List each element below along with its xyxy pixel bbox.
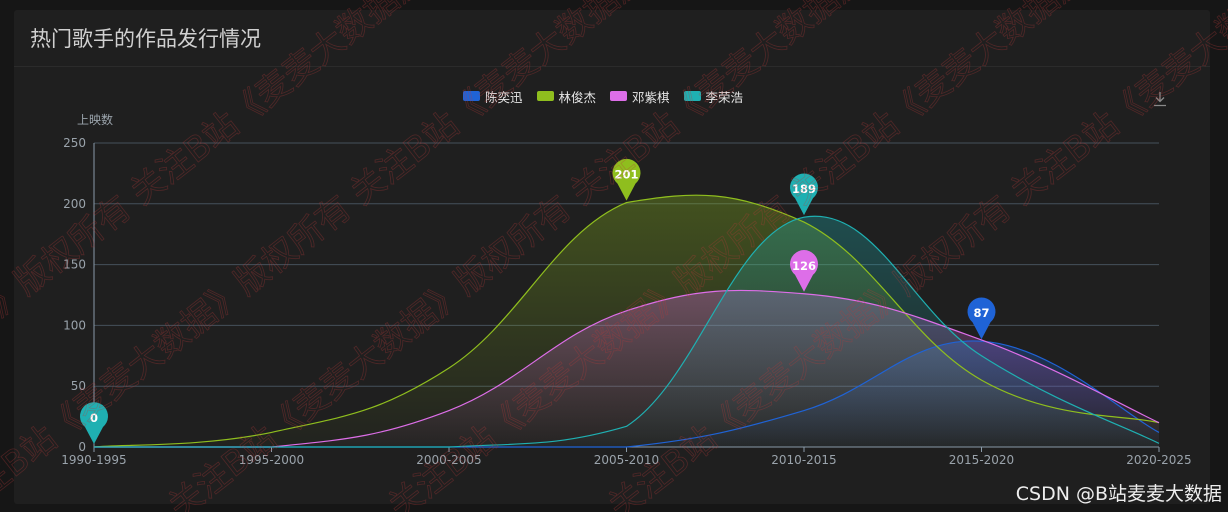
legend-label: 林俊杰 (558, 89, 597, 105)
max-marker-pin: 87 (967, 297, 996, 340)
legend-label: 陈奕迅 (485, 89, 523, 105)
x-tick-label: 1990-1995 (61, 453, 126, 467)
y-tick-label: 200 (63, 197, 86, 211)
series-area (94, 216, 1159, 447)
x-tick-label: 2020-2025 (1126, 453, 1191, 467)
max-marker-pin: 0 (80, 402, 108, 444)
x-tick-label: 1995-2000 (239, 453, 304, 467)
page-title: 热门歌手的作品发行情况 (30, 27, 261, 51)
max-marker-pin: 126 (790, 250, 819, 292)
panel-header: 热门歌手的作品发行情况 (14, 10, 1210, 67)
x-tick-label: 2000-2005 (416, 453, 481, 467)
legend-item[interactable]: 邓紫棋 (610, 87, 670, 106)
y-tick-label: 0 (78, 440, 86, 454)
series-line (93, 194, 1160, 448)
max-marker-pin: 189 (790, 173, 818, 216)
x-tick-label: 2015-2020 (949, 453, 1014, 467)
legend-item[interactable]: 陈奕迅 (463, 87, 523, 106)
marker-label: 189 (792, 182, 816, 196)
marker-label: 201 (614, 168, 638, 182)
legend-swatch (610, 91, 628, 101)
series-line (94, 215, 1160, 448)
footer-credit: CSDN @B站麦麦大数据 (1015, 483, 1222, 505)
download-icon[interactable] (1153, 91, 1167, 107)
y-tick-label: 250 (63, 136, 86, 150)
legend: 陈奕迅 林俊杰 邓紫棋 李荣浩 (463, 87, 743, 105)
legend-label: 邓紫棋 (632, 89, 670, 105)
legend-swatch (536, 91, 554, 101)
max-marker-pin: 201 (612, 158, 641, 201)
legend-item[interactable]: 林俊杰 (536, 87, 597, 106)
x-tick-label: 2005-2010 (594, 453, 659, 467)
y-tick-label: 100 (63, 318, 86, 332)
legend-label: 李荣浩 (705, 89, 744, 105)
y-tick-label: 150 (63, 258, 86, 272)
legend-item[interactable]: 李荣浩 (683, 87, 744, 106)
x-tick-label: 2010-2015 (771, 453, 836, 467)
y-tick-label: 50 (71, 379, 86, 393)
marker-label: 0 (90, 411, 98, 425)
marker-label: 126 (792, 259, 816, 273)
legend-swatch (683, 91, 701, 101)
marker-label: 87 (973, 306, 989, 320)
legend-swatch (463, 91, 480, 101)
y-axis-label: 上映数 (77, 112, 113, 127)
